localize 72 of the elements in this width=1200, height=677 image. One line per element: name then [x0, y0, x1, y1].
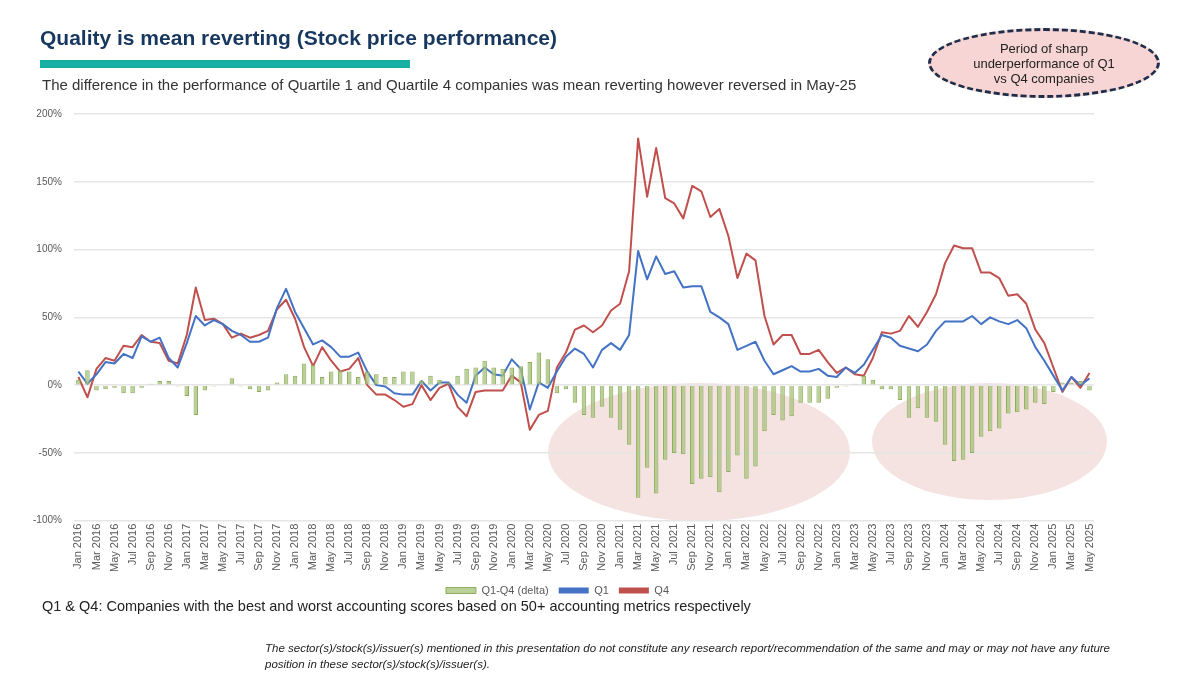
y-tick-label: -50% [38, 446, 62, 458]
x-tick-label: Nov 2024 [1028, 523, 1041, 571]
x-tick-label: Jul 2021 [667, 523, 680, 566]
x-tick-label: Sep 2024 [1010, 523, 1023, 571]
x-tick-label: May 2024 [974, 523, 987, 572]
x-tick-label: Jan 2023 [829, 523, 842, 569]
x-tick-label: May 2020 [540, 523, 553, 572]
x-tick-label: Nov 2018 [378, 523, 391, 571]
x-tick-label: Jul 2016 [125, 523, 138, 566]
x-tick-label: Sep 2022 [793, 523, 806, 571]
x-tick-label: Jan 2018 [288, 523, 301, 569]
x-tick-label: Sep 2016 [143, 523, 156, 571]
x-tick-label: Mar 2024 [956, 523, 969, 571]
x-tick-label: Jul 2019 [450, 523, 463, 566]
x-tick-label: Mar 2016 [89, 523, 102, 571]
x-tick-label: Jan 2017 [179, 523, 192, 569]
x-tick-label: Jul 2024 [992, 523, 1005, 566]
x-tick-label: Sep 2020 [576, 523, 589, 571]
x-tick-label: Jul 2022 [775, 523, 788, 566]
chart-subtitle: The difference in the performance of Quartile 1 and Quartile 4 companies was mean reverting however reversed in May-25 [42, 76, 857, 93]
y-tick-label: 200% [36, 107, 63, 119]
x-tick-label: Jan 2021 [613, 523, 626, 569]
x-tick-label: Nov 2022 [811, 523, 824, 571]
x-tick-label: Jan 2024 [938, 523, 951, 569]
x-tick-label: Nov 2021 [703, 523, 716, 571]
x-tick-label: May 2025 [1082, 523, 1095, 572]
x-tick-label: Mar 2017 [197, 523, 210, 571]
text: The sector(s)/stock(s)/issuer(s) mentioned in this presentation do not constitute any research report/recommendation of the same and may or may not have any future position in these sector(s)/stock(s)/issuer(s). [265, 641, 1111, 672]
x-tick-label: Jul 2018 [342, 523, 355, 566]
x-tick-label: Mar 2018 [306, 523, 319, 571]
y-tick-label: 100% [36, 243, 63, 255]
x-tick-label: Jul 2020 [558, 523, 571, 566]
y-tick-label: 50% [41, 311, 63, 323]
legend-label: Q1 [594, 583, 609, 596]
x-tick-label: May 2022 [757, 523, 770, 572]
x-tick-label: Jan 2019 [396, 523, 409, 569]
x-tick-label: Jan 2020 [504, 523, 517, 569]
chart-title: Quality is mean reverting (Stock price performance) [40, 26, 558, 50]
x-tick-label: Nov 2016 [161, 523, 174, 571]
x-tick-label: May 2021 [649, 523, 662, 572]
x-tick-label: May 2018 [324, 523, 337, 572]
x-tick-label: Sep 2018 [360, 523, 373, 571]
x-tick-label: May 2017 [215, 523, 228, 572]
x-tick-label: May 2023 [865, 523, 878, 572]
x-tick-label: Jan 2025 [1046, 523, 1059, 569]
x-tick-label: Mar 2022 [739, 523, 752, 571]
x-tick-label: Mar 2020 [522, 523, 535, 571]
x-tick-label: Nov 2019 [486, 523, 499, 571]
x-tick-label: Mar 2023 [847, 523, 860, 571]
y-tick-label: 150% [36, 175, 63, 187]
x-tick-label: Sep 2017 [252, 523, 264, 571]
x-tick-label: Jul 2023 [883, 523, 896, 566]
x-tick-label: May 2019 [432, 523, 445, 572]
x-tick-label: Nov 2023 [920, 523, 933, 571]
text: Q1 & Q4: Companies with the best and worst accounting scores based on 50+ accounting metrics respectively [42, 598, 751, 614]
x-tick-label: Jul 2017 [233, 523, 246, 566]
x-tick-label: Nov 2017 [270, 523, 283, 571]
x-tick-label: Jan 2016 [71, 523, 84, 569]
x-tick-label: Sep 2019 [468, 523, 481, 571]
x-tick-label: Mar 2019 [414, 523, 427, 571]
x-tick-label: Sep 2023 [901, 523, 914, 571]
legend-label: Q4 [654, 583, 670, 596]
y-tick-label: -100% [33, 514, 63, 526]
legend-label: Q1-Q4 (delta) [481, 583, 549, 596]
x-tick-label: Jan 2022 [721, 523, 734, 569]
y-tick-label: 0% [47, 378, 63, 390]
x-tick-label: Nov 2020 [595, 523, 608, 571]
x-tick-label: Mar 2025 [1064, 523, 1077, 571]
x-tick-label: Mar 2021 [631, 523, 644, 571]
x-tick-label: Sep 2021 [685, 523, 698, 571]
x-tick-label: May 2016 [107, 523, 120, 572]
text: Period of sharp underperformance of Q1 vs Q4 companies [928, 28, 1160, 98]
